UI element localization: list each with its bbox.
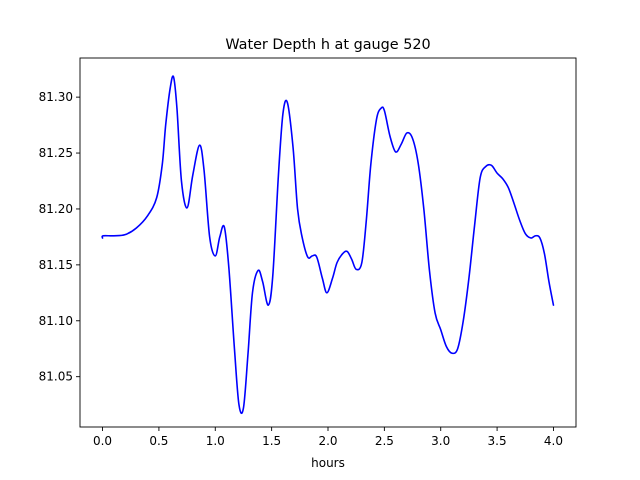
x-tick-label: 0.5 [149,434,168,448]
x-tick-label: 3.0 [431,434,450,448]
y-tick-label: 81.05 [39,370,73,384]
x-tick-label: 2.5 [375,434,394,448]
x-tick-label: 1.5 [262,434,281,448]
y-axis: 81.05 81.10 81.15 81.20 81.25 81.30 [39,90,80,384]
y-tick-label: 81.15 [39,258,73,272]
y-tick-label: 81.25 [39,146,73,160]
x-axis-label: hours [311,456,345,470]
x-axis: 0.0 0.5 1.0 1.5 2.0 2.5 3.0 3.5 4.0 [93,427,563,448]
chart-title: Water Depth h at gauge 520 [225,37,430,53]
x-tick-label: 1.0 [206,434,225,448]
y-tick-label: 81.20 [39,202,73,216]
y-tick-label: 81.10 [39,314,73,328]
x-tick-label: 2.0 [318,434,337,448]
x-tick-label: 0.0 [93,434,112,448]
x-tick-label: 4.0 [544,434,563,448]
x-tick-label: 3.5 [488,434,507,448]
plot-area [101,75,555,415]
series-line [101,75,555,415]
y-tick-label: 81.30 [39,90,73,104]
